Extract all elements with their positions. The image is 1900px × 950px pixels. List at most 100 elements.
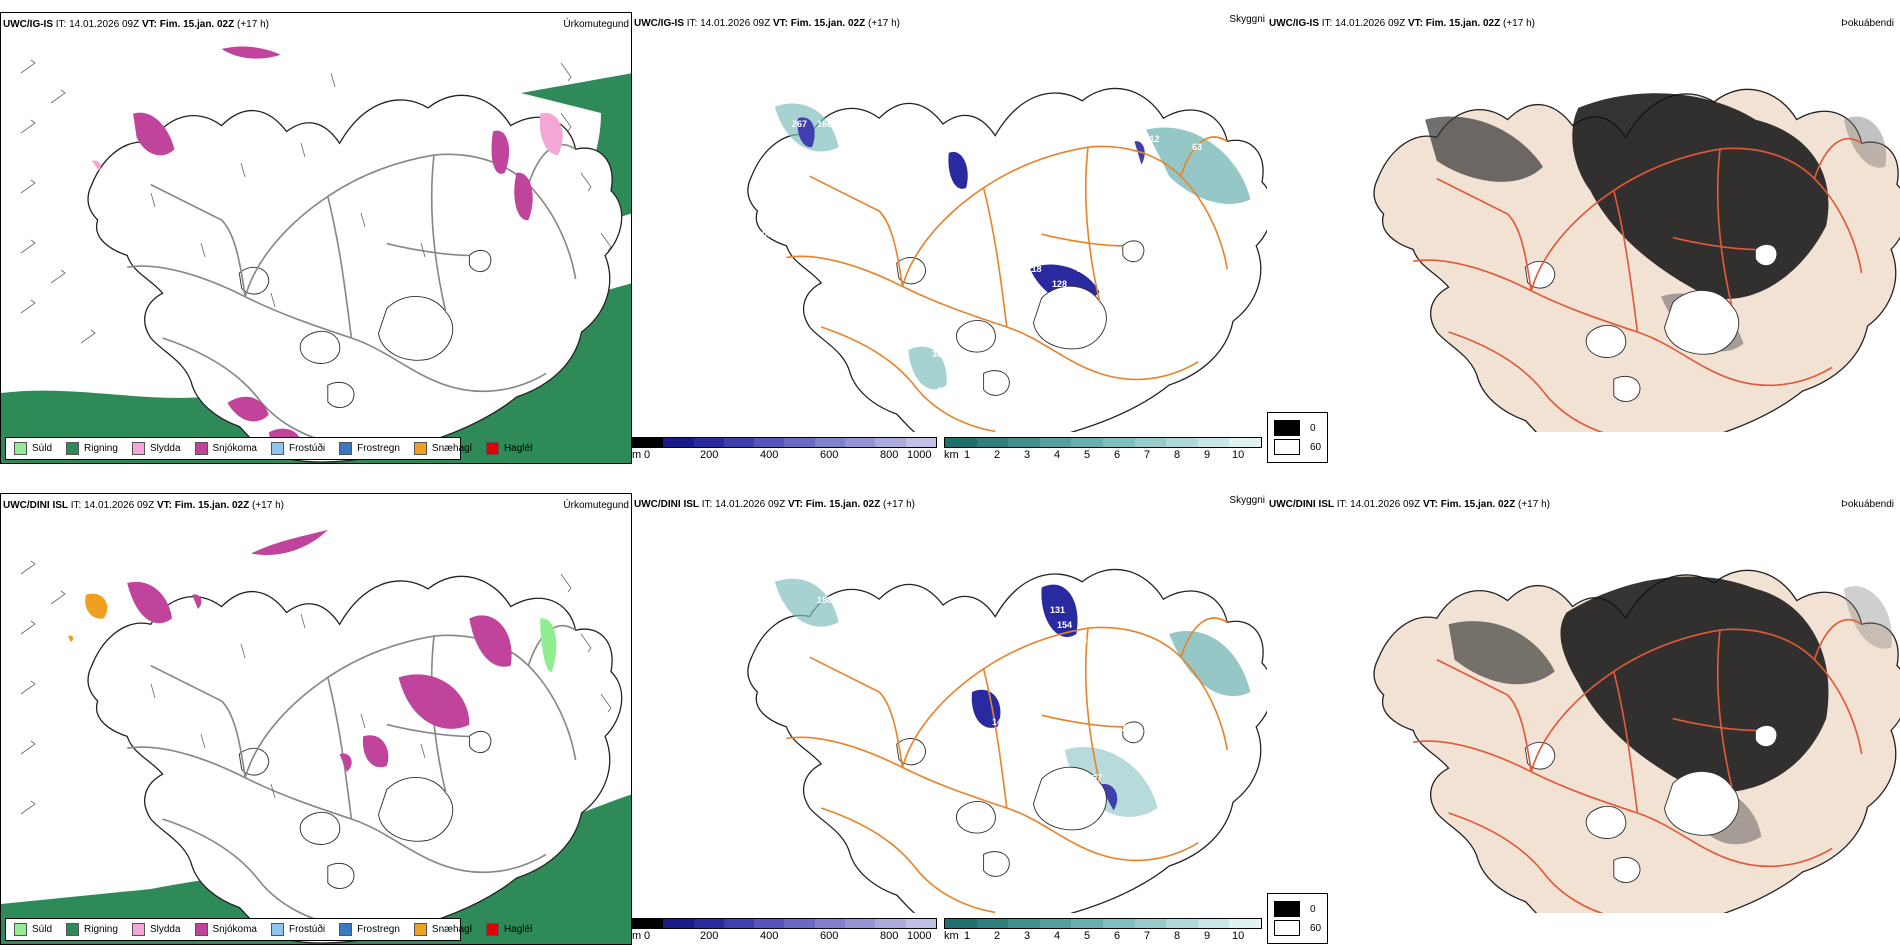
- vis-label: 97: [1122, 116, 1132, 126]
- legend-swatch: [66, 442, 80, 455]
- scale-tick: 4: [1054, 930, 1061, 942]
- scale-swatch: [1166, 438, 1198, 447]
- vis-label: 157: [1050, 775, 1065, 785]
- legend-swatch: [339, 923, 353, 936]
- scale-unit: km: [944, 449, 959, 461]
- legend-item: Súld: [14, 923, 52, 936]
- scale-tick: 4: [1054, 449, 1061, 461]
- vis-label: 148: [937, 575, 952, 585]
- legend-swatch: [14, 442, 27, 455]
- visibility-panel-bottom: UWC/DINI ISL IT: 14.01.2026 09Z VT: Fim.…: [632, 493, 1267, 945]
- wind-barbs: [20, 59, 612, 344]
- panel-param-label: Úrkomutegund: [563, 19, 629, 30]
- scale-tick: 800: [880, 930, 899, 942]
- panel-title: UWC/DINI ISL IT: 14.01.2026 09Z VT: Fim.…: [634, 499, 915, 510]
- vis-m-area: [1134, 141, 1145, 165]
- legend-swatch: [270, 442, 284, 455]
- scale-swatch: [1197, 438, 1230, 447]
- fog-map-bottom: [1373, 569, 1900, 913]
- precip-legend: Súld Rigning Slydda Snjókoma Frostúði Fr…: [5, 918, 532, 941]
- scale-tick: 400: [760, 930, 779, 942]
- snow-area: [221, 46, 281, 59]
- scale-bar-m: [632, 918, 937, 929]
- vis-km-area: [1064, 747, 1158, 817]
- fog-area: [1425, 116, 1543, 182]
- scale-swatch: [1229, 919, 1261, 928]
- legend-swatch: [66, 923, 80, 936]
- scale-swatch: [1039, 919, 1072, 928]
- legend-item: Haglél: [485, 923, 532, 936]
- vis-label: 450: [1112, 740, 1127, 750]
- fog-area: [1448, 621, 1555, 685]
- vis-label: 98: [804, 84, 814, 94]
- scale-swatch: [875, 438, 906, 447]
- vis-label: 30: [932, 349, 942, 359]
- snow-area: [362, 735, 389, 768]
- vis-label: 188: [817, 595, 832, 605]
- scale-tick: 0: [644, 930, 651, 942]
- scale-swatch: [945, 438, 977, 447]
- vis-label: 142: [992, 717, 1007, 727]
- fog-legend-item: 60: [1274, 439, 1321, 455]
- fog-legend-item: 0: [1274, 901, 1321, 917]
- vis-label: 103: [1072, 635, 1087, 645]
- vis-label: 89: [742, 116, 752, 126]
- scale-swatch: [1134, 919, 1167, 928]
- vis-km-area: [1146, 127, 1251, 204]
- vis-label: 154: [1057, 620, 1072, 630]
- legend-item: Snæhagl: [413, 923, 472, 936]
- vis-label: 118: [1027, 264, 1042, 274]
- scale-swatch: [633, 919, 664, 928]
- visibility-km-scale: km 1 2 3 4 5 6 7 8 9 10: [944, 437, 1262, 462]
- fog-panel-bottom: UWC/DINI ISL IT: 14.01.2026 09Z VT: Fim.…: [1267, 493, 1900, 945]
- legend-swatch: [131, 442, 145, 455]
- vis-label: 112: [1145, 134, 1160, 144]
- legend-item: Frostregn: [339, 923, 400, 936]
- scale-tick: 200: [700, 930, 719, 942]
- vis-label: 316: [937, 386, 952, 396]
- vis-label: 575: [1140, 753, 1155, 763]
- vis-label: 166: [817, 119, 832, 129]
- scale-swatch: [845, 438, 876, 447]
- vis-label: 106: [757, 229, 772, 239]
- fog-panel-top: UWC/IG-IS IT: 14.01.2026 09Z VT: Fim. 15…: [1267, 12, 1900, 464]
- scale-swatch: [814, 438, 846, 447]
- scale-tick: 600: [820, 449, 839, 461]
- scale-tick: 5: [1084, 449, 1091, 461]
- vis-label: 63: [1192, 142, 1202, 152]
- scale-swatch: [976, 438, 1009, 447]
- vis-label: 104: [1172, 214, 1187, 224]
- panel-param-label: Úrkomutegund: [563, 500, 629, 511]
- scale-tick: 10: [1232, 930, 1245, 942]
- legend-item: Rigning: [66, 923, 118, 936]
- scale-bar-m: [632, 437, 937, 448]
- legend-swatch: [194, 442, 208, 455]
- legend-item: Snæhagl: [413, 442, 472, 455]
- legend-swatch: [131, 923, 145, 936]
- scale-bar-km: [944, 437, 1262, 448]
- precip-legend: Súld Rigning Slydda Snjókoma Frostúði Fr…: [5, 437, 532, 460]
- scale-swatch: [875, 919, 906, 928]
- legend-swatch: [194, 923, 208, 936]
- scale-swatch: [784, 438, 815, 447]
- fog-legend-item: 0: [1274, 420, 1321, 436]
- scale-swatch: [693, 919, 724, 928]
- scale-swatch: [976, 919, 1009, 928]
- legend-item: Rigning: [66, 442, 118, 455]
- scale-unit: m: [632, 930, 642, 942]
- snow-area: [339, 753, 352, 772]
- scale-swatch: [633, 438, 664, 447]
- legend-item: Slydda: [131, 923, 181, 936]
- scale-swatch: [1102, 438, 1135, 447]
- wind-barbs: [20, 560, 612, 815]
- vis-label: 66: [1152, 272, 1162, 282]
- scale-ticks-m: m 0 200 400 600 800 1000: [632, 448, 937, 462]
- vis-label: 87: [1064, 332, 1074, 342]
- scale-tick: 9: [1204, 449, 1211, 461]
- scale-tick: 10: [1232, 449, 1245, 461]
- vis-label: 128: [1052, 279, 1067, 289]
- legend-item: Súld: [14, 442, 52, 455]
- fog-swatch: [1274, 901, 1300, 917]
- precip-panel-bottom: UWC/DINI ISL IT: 14.01.2026 09Z VT: Fim.…: [0, 493, 632, 945]
- scale-swatch: [1008, 919, 1040, 928]
